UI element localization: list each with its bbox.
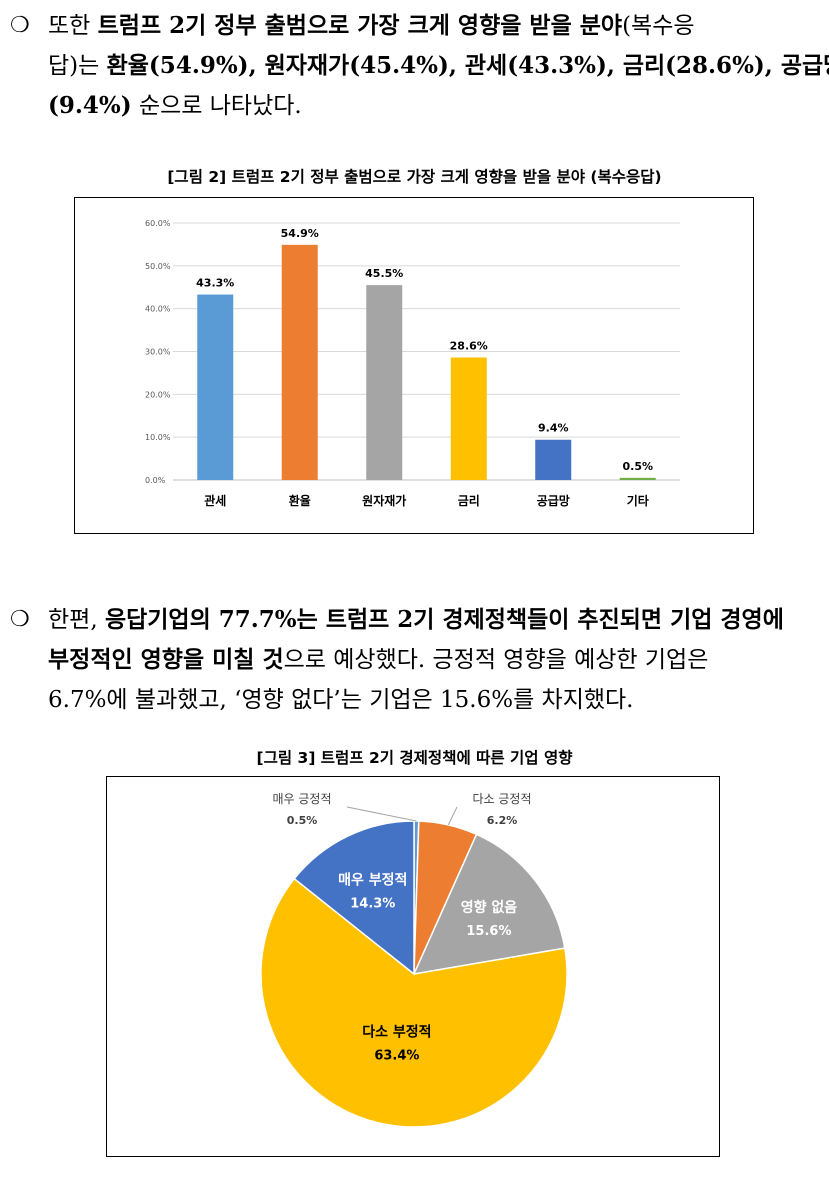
text-run: 6.7%에 불과했고, ‘영향 없다’는 기업은 15.6%를 차지했다.	[48, 687, 634, 713]
text-run: 한편,	[48, 607, 105, 633]
pie-slice-label: 영향 없음	[461, 899, 518, 916]
pie-slice-value: 63.4%	[374, 1049, 419, 1064]
text-run: 순으로 나타났다.	[131, 93, 302, 119]
y-tick-label: 60.0%	[145, 219, 171, 228]
pie-slice-5	[293, 820, 415, 976]
bar-1	[197, 294, 234, 480]
paragraph-1-line-3: (9.4%) 순으로 나타났다.	[48, 86, 302, 126]
bar-data-label: 54.9%	[281, 227, 319, 240]
pie-slice-label: 매우 긍정적	[272, 792, 331, 806]
bold-text-run: 응답기업의 77.7%는 트럼프 2기 경제정책들이 추진되면 기업 경영에	[104, 606, 784, 633]
x-tick-label: 기타	[627, 493, 649, 508]
x-tick-label: 관세	[204, 493, 226, 508]
pie-slice-value: 6.2%	[487, 814, 518, 827]
pie-slice-label: 매우 부정적	[338, 872, 407, 889]
text-run: 답)는	[48, 53, 107, 79]
y-tick-label: 0.0%	[145, 476, 166, 485]
x-tick-label: 금리	[458, 493, 480, 508]
text-run: 으로 예상했다. 긍정적 영향을 예상한 기업은	[283, 647, 709, 673]
y-tick-label: 20.0%	[145, 390, 171, 399]
bar-data-label: 43.3%	[196, 277, 234, 290]
y-tick-label: 10.0%	[145, 433, 171, 442]
bar-4	[450, 357, 487, 480]
figure-3-caption: [그림 3] 트럼프 2기 경제정책에 따른 기업 영향	[256, 749, 573, 767]
bullet-icon: ❍	[10, 607, 30, 632]
paragraph-2-line-2: 부정적인 영향을 미칠 것으로 예상했다. 긍정적 영향을 예상한 기업은	[48, 640, 708, 680]
paragraph-2-line-1: 한편, 응답기업의 77.7%는 트럼프 2기 경제정책들이 추진되면 기업 경…	[48, 600, 784, 640]
paragraph-2: ❍ 한편, 응답기업의 77.7%는 트럼프 2기 경제정책들이 추진되면 기업…	[10, 600, 822, 720]
bold-text-run: 부정적인 영향을 미칠 것	[48, 646, 284, 673]
bar-data-label: 45.5%	[365, 267, 403, 280]
x-tick-label: 원자재가	[362, 493, 406, 508]
bar-data-label: 0.5%	[622, 460, 653, 473]
figure-2-caption: [그림 2] 트럼프 2기 정부 출범으로 가장 크게 영향을 받을 분야 (복…	[167, 168, 662, 186]
x-tick-label: 공급망	[537, 494, 570, 508]
y-tick-label: 30.0%	[145, 348, 171, 357]
bold-text-run: (9.4%)	[48, 92, 132, 119]
pie-slice-label: 다소 긍정적	[472, 792, 531, 806]
bullet-icon: ❍	[10, 13, 30, 38]
bar-5	[535, 439, 572, 480]
leader-line	[346, 806, 417, 822]
pie-slice-label: 다소 부정적	[362, 1024, 431, 1041]
text-run: (복수응	[622, 13, 695, 39]
bar-chart: 0.0% 10.0% 20.0% 30.0% 40.0% 50.0% 60.0% 43.3%…	[145, 219, 680, 508]
bar-3	[366, 285, 403, 480]
paragraph-1-line-1: 또한 트럼프 2기 정부 출범으로 가장 크게 영향을 받을 분야(복수응	[48, 6, 695, 46]
bar-data-label: 28.6%	[450, 339, 488, 352]
paragraph-1-line-2: 답)는 환율(54.9%), 원자재가(45.4%), 관세(43.3%), 금…	[48, 46, 829, 86]
bold-text-run: 트럼프 2기 정부 출범으로 가장 크게 영향을 받을 분야	[97, 12, 623, 39]
paragraph-1: ❍ 또한 트럼프 2기 정부 출범으로 가장 크게 영향을 받을 분야(복수응 …	[10, 6, 829, 126]
pie-chart-frame: 매우 긍정적 0.5% 다소 긍정적 6.2% 영향 없음 15.6% 다소 부정적 63.4…	[106, 776, 720, 1157]
bar-chart-frame: 0.0% 10.0% 20.0% 30.0% 40.0% 50.0% 60.0% 43.3%…	[74, 197, 754, 534]
bar-6	[619, 477, 656, 480]
y-tick-label: 40.0%	[145, 305, 171, 314]
pie-slice-3	[412, 833, 566, 975]
bar-2	[281, 244, 318, 480]
paragraph-2-line-3: 6.7%에 불과했고, ‘영향 없다’는 기업은 15.6%를 차지했다.	[48, 680, 634, 720]
text-run: 또한	[48, 13, 98, 39]
bar-data-label: 9.4%	[538, 422, 569, 435]
bold-text-run: 환율(54.9%), 원자재가(45.4%), 관세(43.3%), 금리(28…	[106, 52, 829, 79]
y-tick-label: 50.0%	[145, 262, 171, 271]
pie-slice-value: 15.6%	[466, 924, 511, 939]
leader-line	[447, 806, 458, 826]
pie-slice-value: 0.5%	[287, 814, 318, 827]
pie-slice-value: 14.3%	[350, 897, 395, 912]
pie-slice-4	[260, 877, 568, 1128]
x-tick-label: 환율	[289, 493, 311, 508]
pie-chart: 매우 긍정적 0.5% 다소 긍정적 6.2% 영향 없음 15.6% 다소 부정적 63.4…	[260, 792, 568, 1128]
